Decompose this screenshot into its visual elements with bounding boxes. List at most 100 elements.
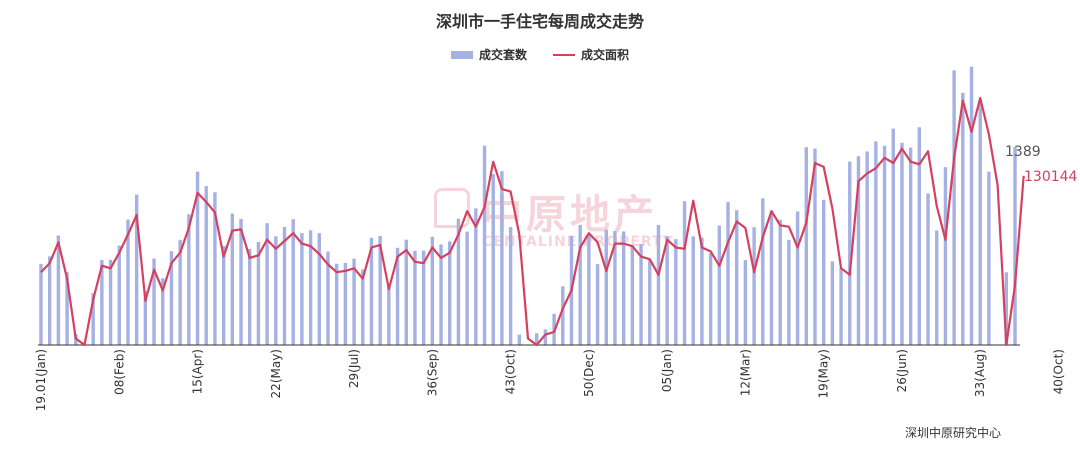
- x-tick-label: 36(Sep): [425, 349, 439, 396]
- bar: [856, 156, 861, 345]
- bar: [482, 145, 487, 345]
- bar: [65, 272, 69, 345]
- bar: [117, 245, 121, 345]
- bar: [265, 223, 269, 345]
- bar: [665, 235, 669, 345]
- bar: [987, 171, 991, 345]
- bar: [743, 260, 748, 345]
- x-tick-label: 43(Oct): [504, 349, 518, 394]
- bar: [848, 161, 852, 345]
- bar: [239, 218, 243, 345]
- bar: [839, 268, 843, 345]
- bar: [430, 236, 435, 345]
- bar: [630, 245, 635, 345]
- bar: [256, 241, 261, 345]
- legend-item-area[interactable]: 成交面积: [553, 46, 629, 63]
- bar: [543, 329, 548, 345]
- bar: [535, 333, 539, 345]
- bar: [595, 264, 600, 345]
- bar: [735, 210, 739, 345]
- chart-title: 深圳市一手住宅每周成交走势: [435, 12, 644, 31]
- bar: [465, 231, 469, 345]
- bar: [291, 219, 295, 345]
- bar: [882, 145, 887, 345]
- legend-bar-swatch: [450, 50, 473, 59]
- bar: [274, 236, 278, 345]
- bar: [48, 256, 52, 345]
- bar: [700, 237, 704, 345]
- bar: [795, 211, 800, 345]
- bar: [317, 233, 321, 345]
- legend-line-swatch: [553, 53, 575, 56]
- bar: [161, 278, 165, 345]
- bar: [830, 261, 835, 345]
- bar: [726, 201, 730, 345]
- x-tick-label: 08(Feb): [112, 349, 126, 395]
- legend-label-units: 成交套数: [478, 48, 527, 62]
- bar: [39, 263, 43, 345]
- bar: [91, 293, 95, 345]
- bar: [656, 225, 661, 345]
- bar: [561, 286, 565, 345]
- bar: [387, 283, 391, 345]
- bar: [900, 142, 904, 345]
- bar: [56, 235, 61, 345]
- bar: [204, 186, 208, 345]
- x-axis-ticks: 19.01(Jan) 08(Feb) 15(Apr) 22(May) 29(Jul) 36…: [34, 349, 1065, 411]
- bar: [787, 239, 791, 345]
- bar: [352, 258, 356, 345]
- bar: [491, 174, 495, 345]
- bar: [926, 193, 930, 345]
- bar: [404, 239, 408, 345]
- bar: [639, 243, 643, 345]
- bar: [395, 247, 400, 345]
- bar: [752, 227, 756, 345]
- bar: [804, 147, 808, 345]
- legend-label-area: 成交面积: [581, 48, 630, 62]
- bar: [421, 250, 426, 345]
- bar: [1004, 272, 1008, 345]
- bar: [343, 262, 348, 345]
- x-tick-label: 26(Jun): [895, 349, 909, 392]
- legend-item-units[interactable]: 成交套数: [450, 46, 527, 63]
- bar: [978, 101, 982, 345]
- bar: [143, 290, 148, 345]
- bar: [969, 66, 974, 345]
- bar: [613, 231, 617, 345]
- bar: [769, 211, 774, 345]
- bar: [578, 224, 582, 345]
- bar: [178, 239, 182, 345]
- x-tick-label: 19.01(Jan): [34, 349, 48, 411]
- bar: [961, 92, 965, 345]
- bar: [448, 241, 452, 345]
- bar: [195, 171, 200, 345]
- bar: [413, 250, 417, 345]
- bar: [682, 201, 687, 345]
- bar: [691, 236, 695, 345]
- bar: [439, 244, 443, 345]
- bar: [821, 199, 826, 345]
- bar: [708, 253, 713, 345]
- bar: [865, 151, 869, 345]
- bar: [917, 127, 922, 345]
- bar: [134, 194, 139, 345]
- bar: [674, 239, 678, 345]
- bar: [1013, 147, 1017, 345]
- bar: [952, 70, 956, 345]
- bar: [100, 259, 104, 345]
- bar-series: [39, 66, 1017, 345]
- bar: [935, 230, 939, 345]
- bar: [621, 231, 626, 345]
- bar: [187, 214, 191, 345]
- bar: [500, 171, 504, 345]
- bar: [508, 227, 513, 345]
- x-tick-label: 22(May): [269, 349, 283, 398]
- x-tick-label: 19(May): [817, 349, 831, 398]
- bar: [761, 198, 765, 345]
- bar: [587, 235, 591, 345]
- bar: [221, 246, 226, 345]
- bar: [456, 218, 461, 345]
- source-note: 深圳中原研究中心: [905, 426, 1002, 440]
- bar: [517, 334, 521, 345]
